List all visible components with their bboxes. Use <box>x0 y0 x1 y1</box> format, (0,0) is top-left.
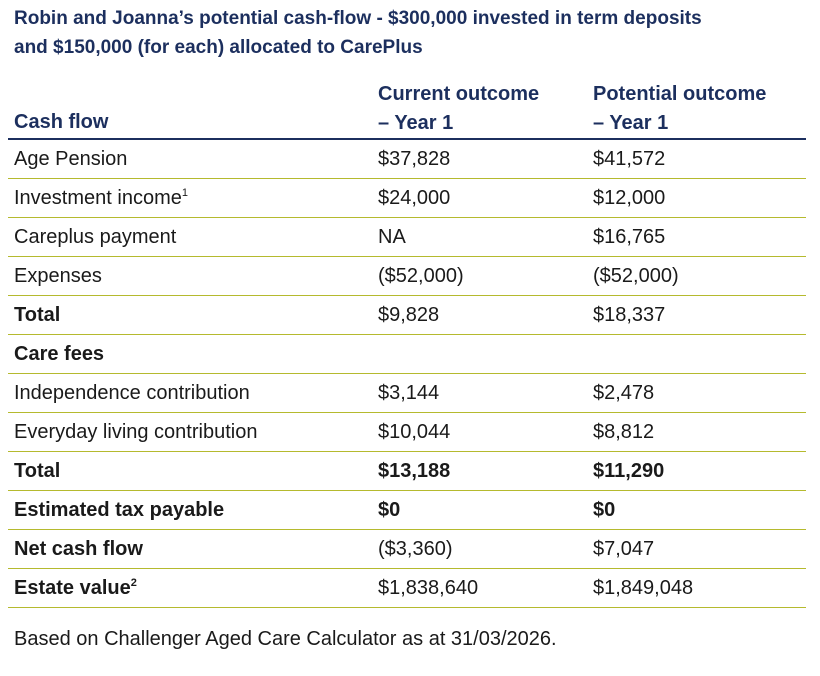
potential-value: $8,812 <box>593 421 655 443</box>
row-investment-income: Investment income1 $24,000 $12,000 <box>8 179 806 218</box>
potential-value: $7,047 <box>593 538 655 560</box>
source-footnote: Based on Challenger Aged Care Calculator… <box>14 628 557 650</box>
row-label: Everyday living contribution <box>14 421 258 443</box>
row-everyday-living-contribution: Everyday living contribution $10,044 $8,… <box>8 413 806 452</box>
section-heading: Care fees <box>14 343 105 365</box>
potential-value: $2,478 <box>593 382 655 404</box>
potential-value: ($52,000) <box>593 265 679 287</box>
current-value: ($3,360) <box>378 538 453 560</box>
current-value: $13,188 <box>378 460 451 482</box>
row-total-cash-flow: Total $9,828 $18,337 <box>8 296 806 335</box>
title-line-2: and $150,000 (for each) allocated to Car… <box>14 37 423 58</box>
current-value: $3,144 <box>378 382 440 404</box>
row-label: Investment income1 <box>14 179 188 217</box>
row-label-text: Investment income <box>14 187 182 209</box>
row-label: Independence contribution <box>14 382 250 404</box>
current-value: $10,044 <box>378 421 451 443</box>
header-potential-outcome: Potential outcome – Year 1 <box>593 80 766 138</box>
potential-value: $12,000 <box>593 187 666 209</box>
row-label: Total <box>14 304 61 326</box>
header-current-line-1: Current outcome <box>378 83 540 105</box>
row-independence-contribution: Independence contribution $3,144 $2,478 <box>8 374 806 413</box>
header-potential-line-1: Potential outcome <box>593 83 767 105</box>
document-title: Robin and Joanna’s potential cash-flow -… <box>14 4 814 62</box>
row-label-text: Estate value <box>14 577 131 599</box>
row-age-pension: Age Pension $37,828 $41,572 <box>8 140 806 179</box>
row-label: Net cash flow <box>14 538 143 560</box>
row-label: Careplus payment <box>14 226 177 248</box>
potential-value: $16,765 <box>593 226 666 248</box>
header-potential-line-2: – Year 1 <box>593 112 669 134</box>
row-estate-value: Estate value2 $1,838,640 $1,849,048 <box>8 569 806 608</box>
potential-value: $11,290 <box>593 460 665 482</box>
potential-value: $18,337 <box>593 304 666 326</box>
potential-value: $41,572 <box>593 148 666 170</box>
row-estimated-tax-payable: Estimated tax payable $0 $0 <box>8 491 806 530</box>
header-cash-flow: Cash flow <box>14 111 109 133</box>
row-label: Estate value2 <box>14 569 137 607</box>
potential-value: $1,849,048 <box>593 577 694 599</box>
header-current-line-2: – Year 1 <box>378 112 454 134</box>
row-total-care-fees: Total $13,188 $11,290 <box>8 452 806 491</box>
current-value: $0 <box>378 499 401 521</box>
row-careplus-payment: Careplus payment NA $16,765 <box>8 218 806 257</box>
row-care-fees-heading: Care fees <box>8 335 806 374</box>
row-label: Total <box>14 460 61 482</box>
table-header: Cash flow Current outcome – Year 1 Poten… <box>8 80 806 140</box>
footnote-marker: 1 <box>181 187 188 199</box>
current-value: $24,000 <box>378 187 451 209</box>
title-line-1: Robin and Joanna’s potential cash-flow -… <box>14 8 702 29</box>
current-value: NA <box>378 226 406 248</box>
row-expenses: Expenses ($52,000) ($52,000) <box>8 257 806 296</box>
current-value: $37,828 <box>378 148 451 170</box>
row-net-cash-flow: Net cash flow ($3,360) $7,047 <box>8 530 806 569</box>
footnote-marker: 2 <box>130 577 137 589</box>
current-value: ($52,000) <box>378 265 464 287</box>
cash-flow-table: Cash flow Current outcome – Year 1 Poten… <box>8 80 806 608</box>
current-value: $1,838,640 <box>378 577 479 599</box>
row-label: Expenses <box>14 265 102 287</box>
row-label: Estimated tax payable <box>14 499 225 521</box>
potential-value: $0 <box>593 499 616 521</box>
current-value: $9,828 <box>378 304 440 326</box>
header-current-outcome: Current outcome – Year 1 <box>378 80 539 138</box>
row-label: Age Pension <box>14 148 128 170</box>
